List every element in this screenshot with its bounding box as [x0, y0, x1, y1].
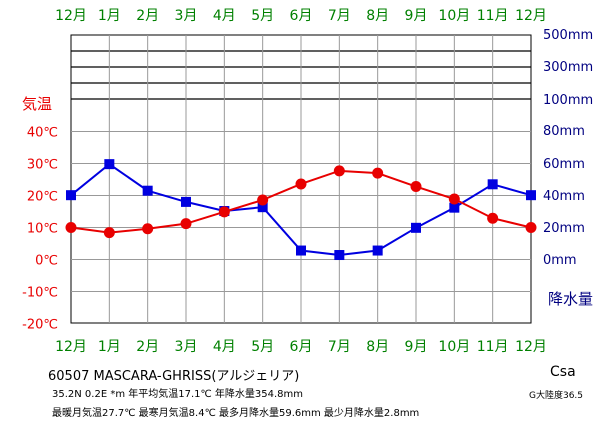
temperature-tick-label: 10℃ [27, 222, 58, 237]
temperature-tick-label: 0℃ [35, 254, 58, 269]
station-extremes: 最暖月気温27.7℃ 最寒月気温8.4℃ 最多月降水量59.6mm 最少月降水量… [52, 408, 420, 419]
precipitation-tick-label: 80mm [543, 124, 585, 139]
station-summary: 35.2N 0.2E *m 年平均気温17.1℃ 年降水量354.8mm [52, 389, 304, 400]
temperature-point [257, 194, 269, 206]
month-label-bottom: 12月 [55, 339, 87, 355]
temperature-point [372, 167, 384, 179]
precipitation-point [487, 179, 498, 190]
temperature-point [218, 206, 230, 218]
month-label-top: 11月 [477, 8, 509, 24]
month-label-bottom: 9月 [405, 339, 428, 355]
month-label-bottom: 12月 [515, 339, 547, 355]
temperature-tick-label: 20℃ [27, 190, 58, 205]
precipitation-point [180, 196, 191, 207]
month-label-top: 4月 [213, 8, 236, 24]
month-labels-top: 12月 1月 2月 3月 4月 5月 6月 7月 8月 9月 10月 11月 12月 [55, 8, 547, 24]
station-name: 60507 MASCARA-GHRISS(アルジェリア) [48, 369, 300, 384]
grid [70, 34, 532, 324]
month-label-bottom: 10月 [438, 339, 470, 355]
month-label-top: 9月 [405, 8, 428, 24]
temperature-point [448, 193, 460, 205]
precipitation-point [66, 190, 76, 201]
month-label-bottom: 2月 [136, 339, 159, 355]
temperature-point [142, 223, 154, 235]
temperature-point [525, 222, 537, 233]
precipitation-tick-label: 300mm [543, 60, 593, 75]
month-label-top: 6月 [290, 8, 313, 24]
precipitation-axis: 降水量 500mm300mm200mm100mm80mm60mm40mm20mm… [543, 28, 593, 308]
temperature-point [410, 181, 422, 193]
temperature-point [487, 212, 499, 224]
precipitation-tick-label: 0mm [543, 253, 577, 268]
temperature-axis-label: 気温 [22, 95, 52, 113]
precipitation-axis-label: 降水量 [548, 290, 593, 308]
month-label-top: 3月 [175, 8, 198, 24]
precipitation-point [295, 245, 306, 256]
temperature-point [295, 178, 307, 190]
month-label-bottom: 8月 [366, 339, 389, 355]
month-label-top: 12月 [515, 8, 547, 24]
month-label-top: 1月 [98, 8, 121, 24]
precipitation-tick-label: 40mm [543, 189, 585, 204]
temperature-tick-label: -20℃ [22, 318, 58, 333]
temperature-series [65, 165, 537, 239]
month-label-bottom: 3月 [175, 339, 198, 355]
temperature-point [103, 227, 115, 239]
month-label-top: 8月 [366, 8, 389, 24]
month-label-top: 2月 [136, 8, 159, 24]
continentality-index: G大陸度36.5 [529, 391, 584, 401]
precipitation-point [372, 245, 383, 256]
precipitation-tick-label: 20mm [543, 221, 585, 236]
temperature-point [180, 218, 192, 230]
climate-classification: Csa [550, 364, 576, 380]
precipitation-point [257, 202, 268, 213]
precipitation-tick-label: 60mm [543, 157, 585, 172]
precipitation-point [449, 202, 460, 213]
month-label-top: 7月 [328, 8, 351, 24]
precipitation-tick-label: 100mm [543, 93, 593, 108]
precipitation-point [525, 190, 536, 201]
precipitation-tick-label: 500mm [543, 28, 593, 43]
month-label-bottom: 1月 [98, 339, 121, 355]
temperature-tick-label: 40℃ [27, 126, 58, 141]
precipitation-point [334, 250, 345, 261]
month-label-bottom: 6月 [290, 339, 313, 355]
temperature-tick-label: 30℃ [27, 158, 58, 173]
month-label-top: 5月 [251, 8, 274, 24]
temperature-axis: 気温 40℃ 30℃ 20℃ 10℃ 0℃ -10℃ -20℃ [22, 95, 58, 333]
temperature-point [65, 222, 77, 233]
month-label-top: 10月 [438, 8, 470, 24]
month-label-top: 12月 [55, 8, 87, 24]
temperature-tick-label: -10℃ [22, 286, 58, 301]
precipitation-point [104, 159, 115, 170]
precipitation-point [410, 222, 421, 233]
temperature-point [333, 165, 345, 177]
precipitation-point [142, 185, 153, 196]
month-label-bottom: 11月 [477, 339, 509, 355]
month-labels-bottom: 12月 1月 2月 3月 4月 5月 6月 7月 8月 9月 10月 11月 12月 [55, 339, 547, 355]
month-label-bottom: 5月 [251, 339, 274, 355]
month-label-bottom: 4月 [213, 339, 236, 355]
month-label-bottom: 7月 [328, 339, 351, 355]
